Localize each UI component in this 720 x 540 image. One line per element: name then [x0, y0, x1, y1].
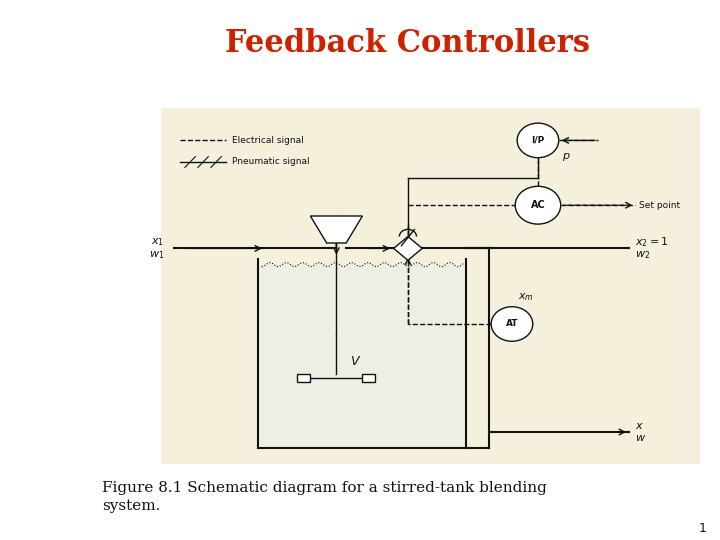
Text: Feedback Controllers: Feedback Controllers: [225, 28, 590, 59]
Text: $x$: $x$: [636, 421, 644, 430]
Text: $x_m$: $x_m$: [518, 291, 534, 303]
Text: $w_1$: $w_1$: [149, 249, 164, 261]
Text: Figure 8.1 Schematic diagram for a stirred-tank blending
system.: Figure 8.1 Schematic diagram for a stirr…: [102, 481, 547, 513]
Polygon shape: [310, 216, 362, 243]
Text: $w$: $w$: [636, 434, 647, 443]
Text: $p$: $p$: [562, 151, 570, 163]
Text: Set point: Set point: [639, 201, 680, 210]
Text: Chapter 8: Chapter 8: [25, 219, 45, 342]
Text: $x_1$: $x_1$: [151, 236, 164, 248]
FancyBboxPatch shape: [161, 108, 701, 464]
Text: AC: AC: [531, 200, 545, 210]
Text: $x_2 = 1$: $x_2 = 1$: [636, 235, 669, 249]
Text: $w_2$: $w_2$: [636, 249, 651, 261]
Text: $V$: $V$: [350, 355, 361, 368]
Text: 1: 1: [699, 522, 707, 535]
Circle shape: [516, 186, 561, 224]
Bar: [297, 374, 310, 382]
Bar: [362, 374, 375, 382]
Circle shape: [491, 307, 533, 341]
Text: AT: AT: [505, 320, 518, 328]
Text: Pneumatic signal: Pneumatic signal: [233, 158, 310, 166]
Text: I/P: I/P: [531, 136, 544, 145]
Circle shape: [517, 123, 559, 158]
Text: Electrical signal: Electrical signal: [233, 136, 304, 145]
Polygon shape: [394, 237, 422, 260]
